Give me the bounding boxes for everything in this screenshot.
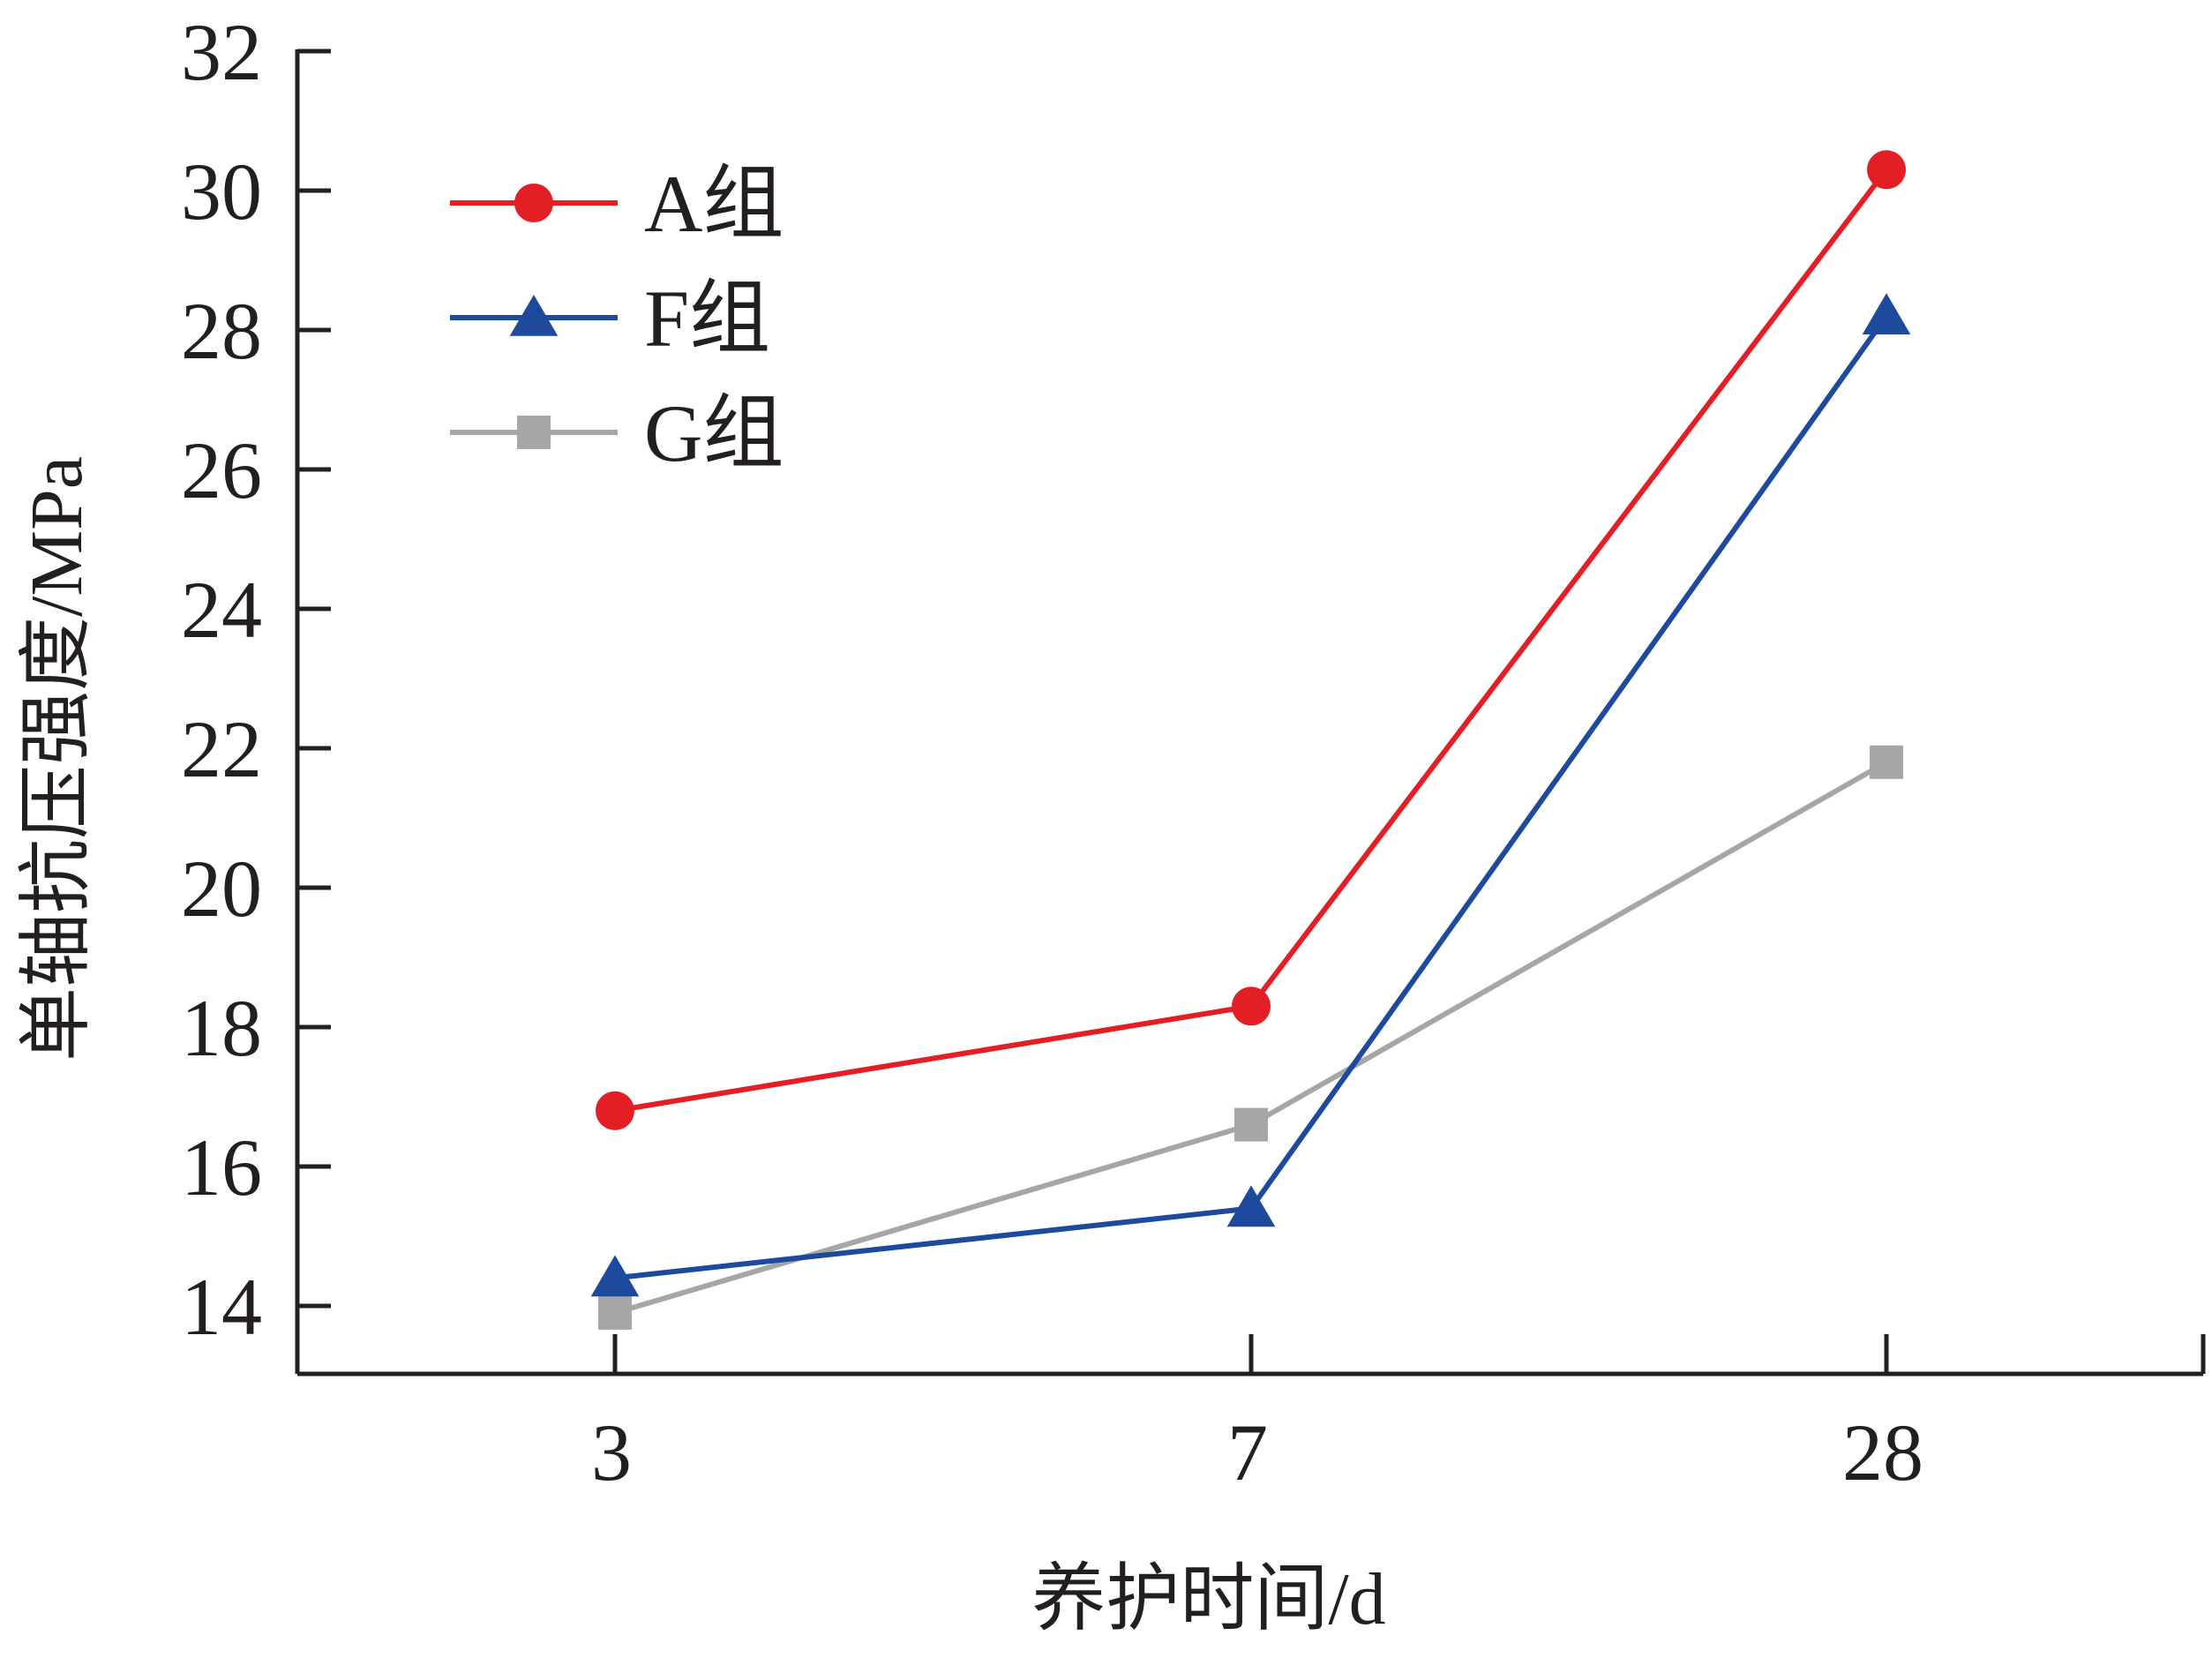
data-point-marker <box>1870 745 1903 779</box>
y-tick-label: 18 <box>181 983 262 1073</box>
series-1 <box>596 150 1906 1130</box>
legend-label: F组 <box>644 274 770 364</box>
legend-item: A组 <box>450 159 784 249</box>
data-point-marker <box>1226 1185 1276 1227</box>
series-2 <box>590 293 1911 1297</box>
data-point-marker <box>1862 293 1911 334</box>
y-tick-label: 28 <box>181 286 262 376</box>
data-point-marker <box>1232 987 1271 1026</box>
y-tick-label: 16 <box>181 1122 262 1212</box>
y-tick-label: 24 <box>181 565 262 655</box>
data-point-marker <box>590 1255 640 1297</box>
x-axis-title: 养护时间/d <box>1031 1558 1385 1640</box>
series-line <box>614 168 1889 1114</box>
y-tick-label: 32 <box>181 7 262 97</box>
y-axis-ticks: 14 16 18 20 22 24 26 28 30 32 <box>181 7 331 1352</box>
series-3 <box>598 745 1903 1330</box>
y-tick-label: 20 <box>181 844 262 934</box>
series-layer <box>590 150 1911 1330</box>
data-point-marker <box>1867 150 1906 190</box>
x-tick-label: 7 <box>1227 1407 1268 1497</box>
data-point-marker <box>596 1091 634 1130</box>
legend-item: F组 <box>450 274 770 364</box>
x-axis-ticks: 3 7 28 <box>591 1334 1923 1497</box>
x-tick-label: 3 <box>591 1407 632 1497</box>
y-tick-label: 14 <box>181 1262 262 1352</box>
data-point-marker <box>598 1295 632 1330</box>
legend-label: G组 <box>644 388 784 478</box>
legend-label: A组 <box>644 159 784 249</box>
data-point-marker <box>1234 1107 1268 1142</box>
legend-marker <box>517 416 551 449</box>
y-tick-label: 26 <box>181 425 262 515</box>
axes <box>295 49 2206 1377</box>
y-axis-title: 单轴抗压强度/MPa <box>16 456 98 1062</box>
legend: A组 F组 G组 <box>450 159 784 478</box>
legend-marker <box>509 295 559 336</box>
legend-marker <box>514 184 553 222</box>
x-tick-label: 28 <box>1842 1407 1923 1497</box>
y-tick-label: 30 <box>181 146 262 236</box>
y-tick-label: 22 <box>181 704 262 794</box>
legend-item: G组 <box>450 388 784 478</box>
series-line <box>614 760 1888 1316</box>
